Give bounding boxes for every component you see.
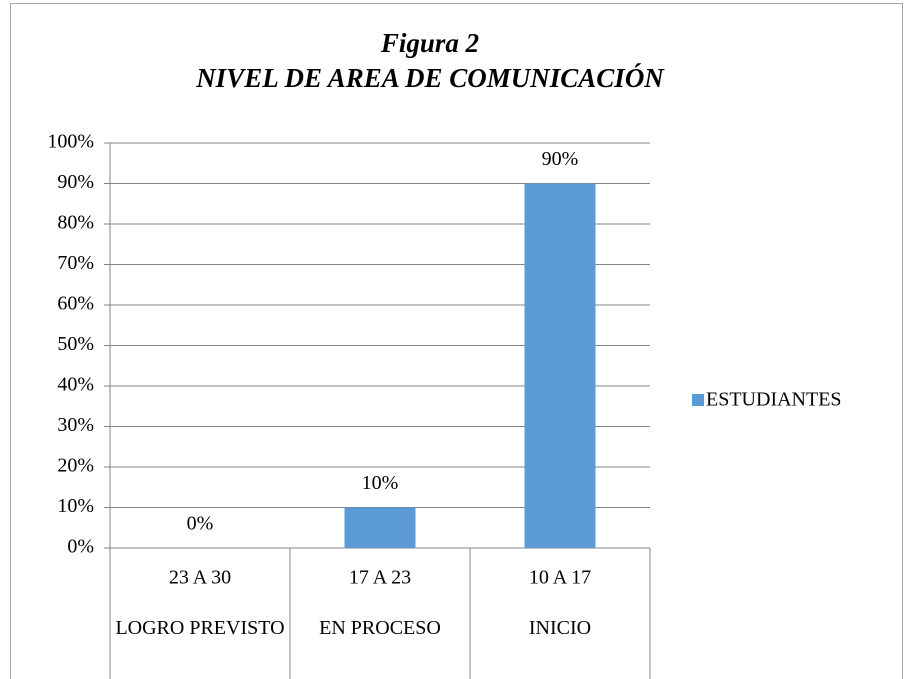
- x-tick-label: 23 A 30: [169, 567, 231, 589]
- y-tick-label: 90%: [57, 171, 94, 193]
- x-group-label-box: LOGRO PREVISTO: [115, 617, 285, 639]
- x-group-label: LOGRO PREVISTO: [115, 617, 285, 639]
- x-tick-label: 17 A 23: [349, 567, 411, 589]
- bar: [524, 183, 596, 548]
- x-group-label-box: INICIO: [528, 617, 592, 639]
- legend-label: ESTUDIANTES: [706, 389, 842, 411]
- y-tick-label: 70%: [57, 252, 94, 274]
- y-tick-label: 80%: [57, 212, 94, 234]
- chart-border: [10, 3, 903, 679]
- data-label: 0%: [187, 513, 214, 535]
- x-tick-label: 10 A 17: [529, 567, 591, 589]
- y-tick-label: 20%: [57, 455, 94, 477]
- y-tick-label: 0%: [67, 536, 94, 558]
- bar: [344, 507, 416, 548]
- data-label: 10%: [362, 472, 399, 494]
- legend-swatch: [692, 394, 704, 406]
- x-group-label: EN PROCESO: [319, 617, 441, 639]
- y-tick-label: 30%: [57, 414, 94, 436]
- x-group-label-box: EN PROCESO: [319, 617, 441, 639]
- y-tick-label: 10%: [57, 495, 94, 517]
- y-tick-label: 60%: [57, 293, 94, 315]
- y-tick-label: 40%: [57, 374, 94, 396]
- y-tick-label: 100%: [47, 131, 94, 153]
- data-label: 90%: [542, 148, 579, 170]
- chart-title: Figura 2: [380, 28, 479, 58]
- chart-subtitle: NIVEL DE AREA DE COMUNICACIÓN: [195, 63, 665, 93]
- x-group-label: INICIO: [528, 617, 592, 639]
- y-tick-label: 50%: [57, 333, 94, 355]
